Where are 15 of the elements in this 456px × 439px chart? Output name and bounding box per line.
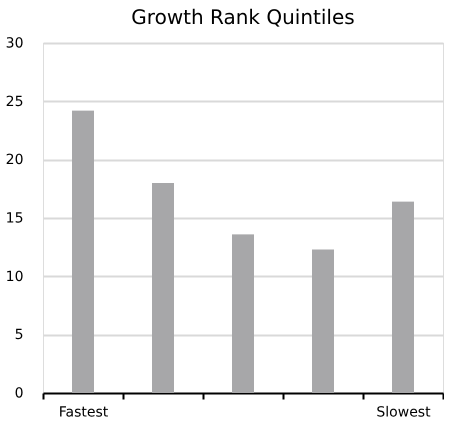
y-tick-label: 5 bbox=[14, 327, 24, 344]
chart-title: Growth Rank Quintiles bbox=[131, 5, 355, 29]
x-tick-label: Slowest bbox=[376, 404, 432, 420]
bar bbox=[72, 110, 94, 393]
y-tick-label: 20 bbox=[6, 152, 24, 168]
bar bbox=[232, 234, 254, 393]
y-tick-label: 25 bbox=[6, 94, 24, 110]
y-tick-label: 10 bbox=[6, 268, 24, 285]
bar bbox=[312, 250, 334, 393]
y-tick-label: 15 bbox=[6, 210, 24, 226]
x-tick-label: Fastest bbox=[58, 404, 109, 420]
bar bbox=[392, 202, 414, 393]
y-tick-label: 0 bbox=[14, 386, 24, 402]
bar bbox=[152, 183, 174, 393]
y-tick-label: 30 bbox=[6, 36, 24, 52]
